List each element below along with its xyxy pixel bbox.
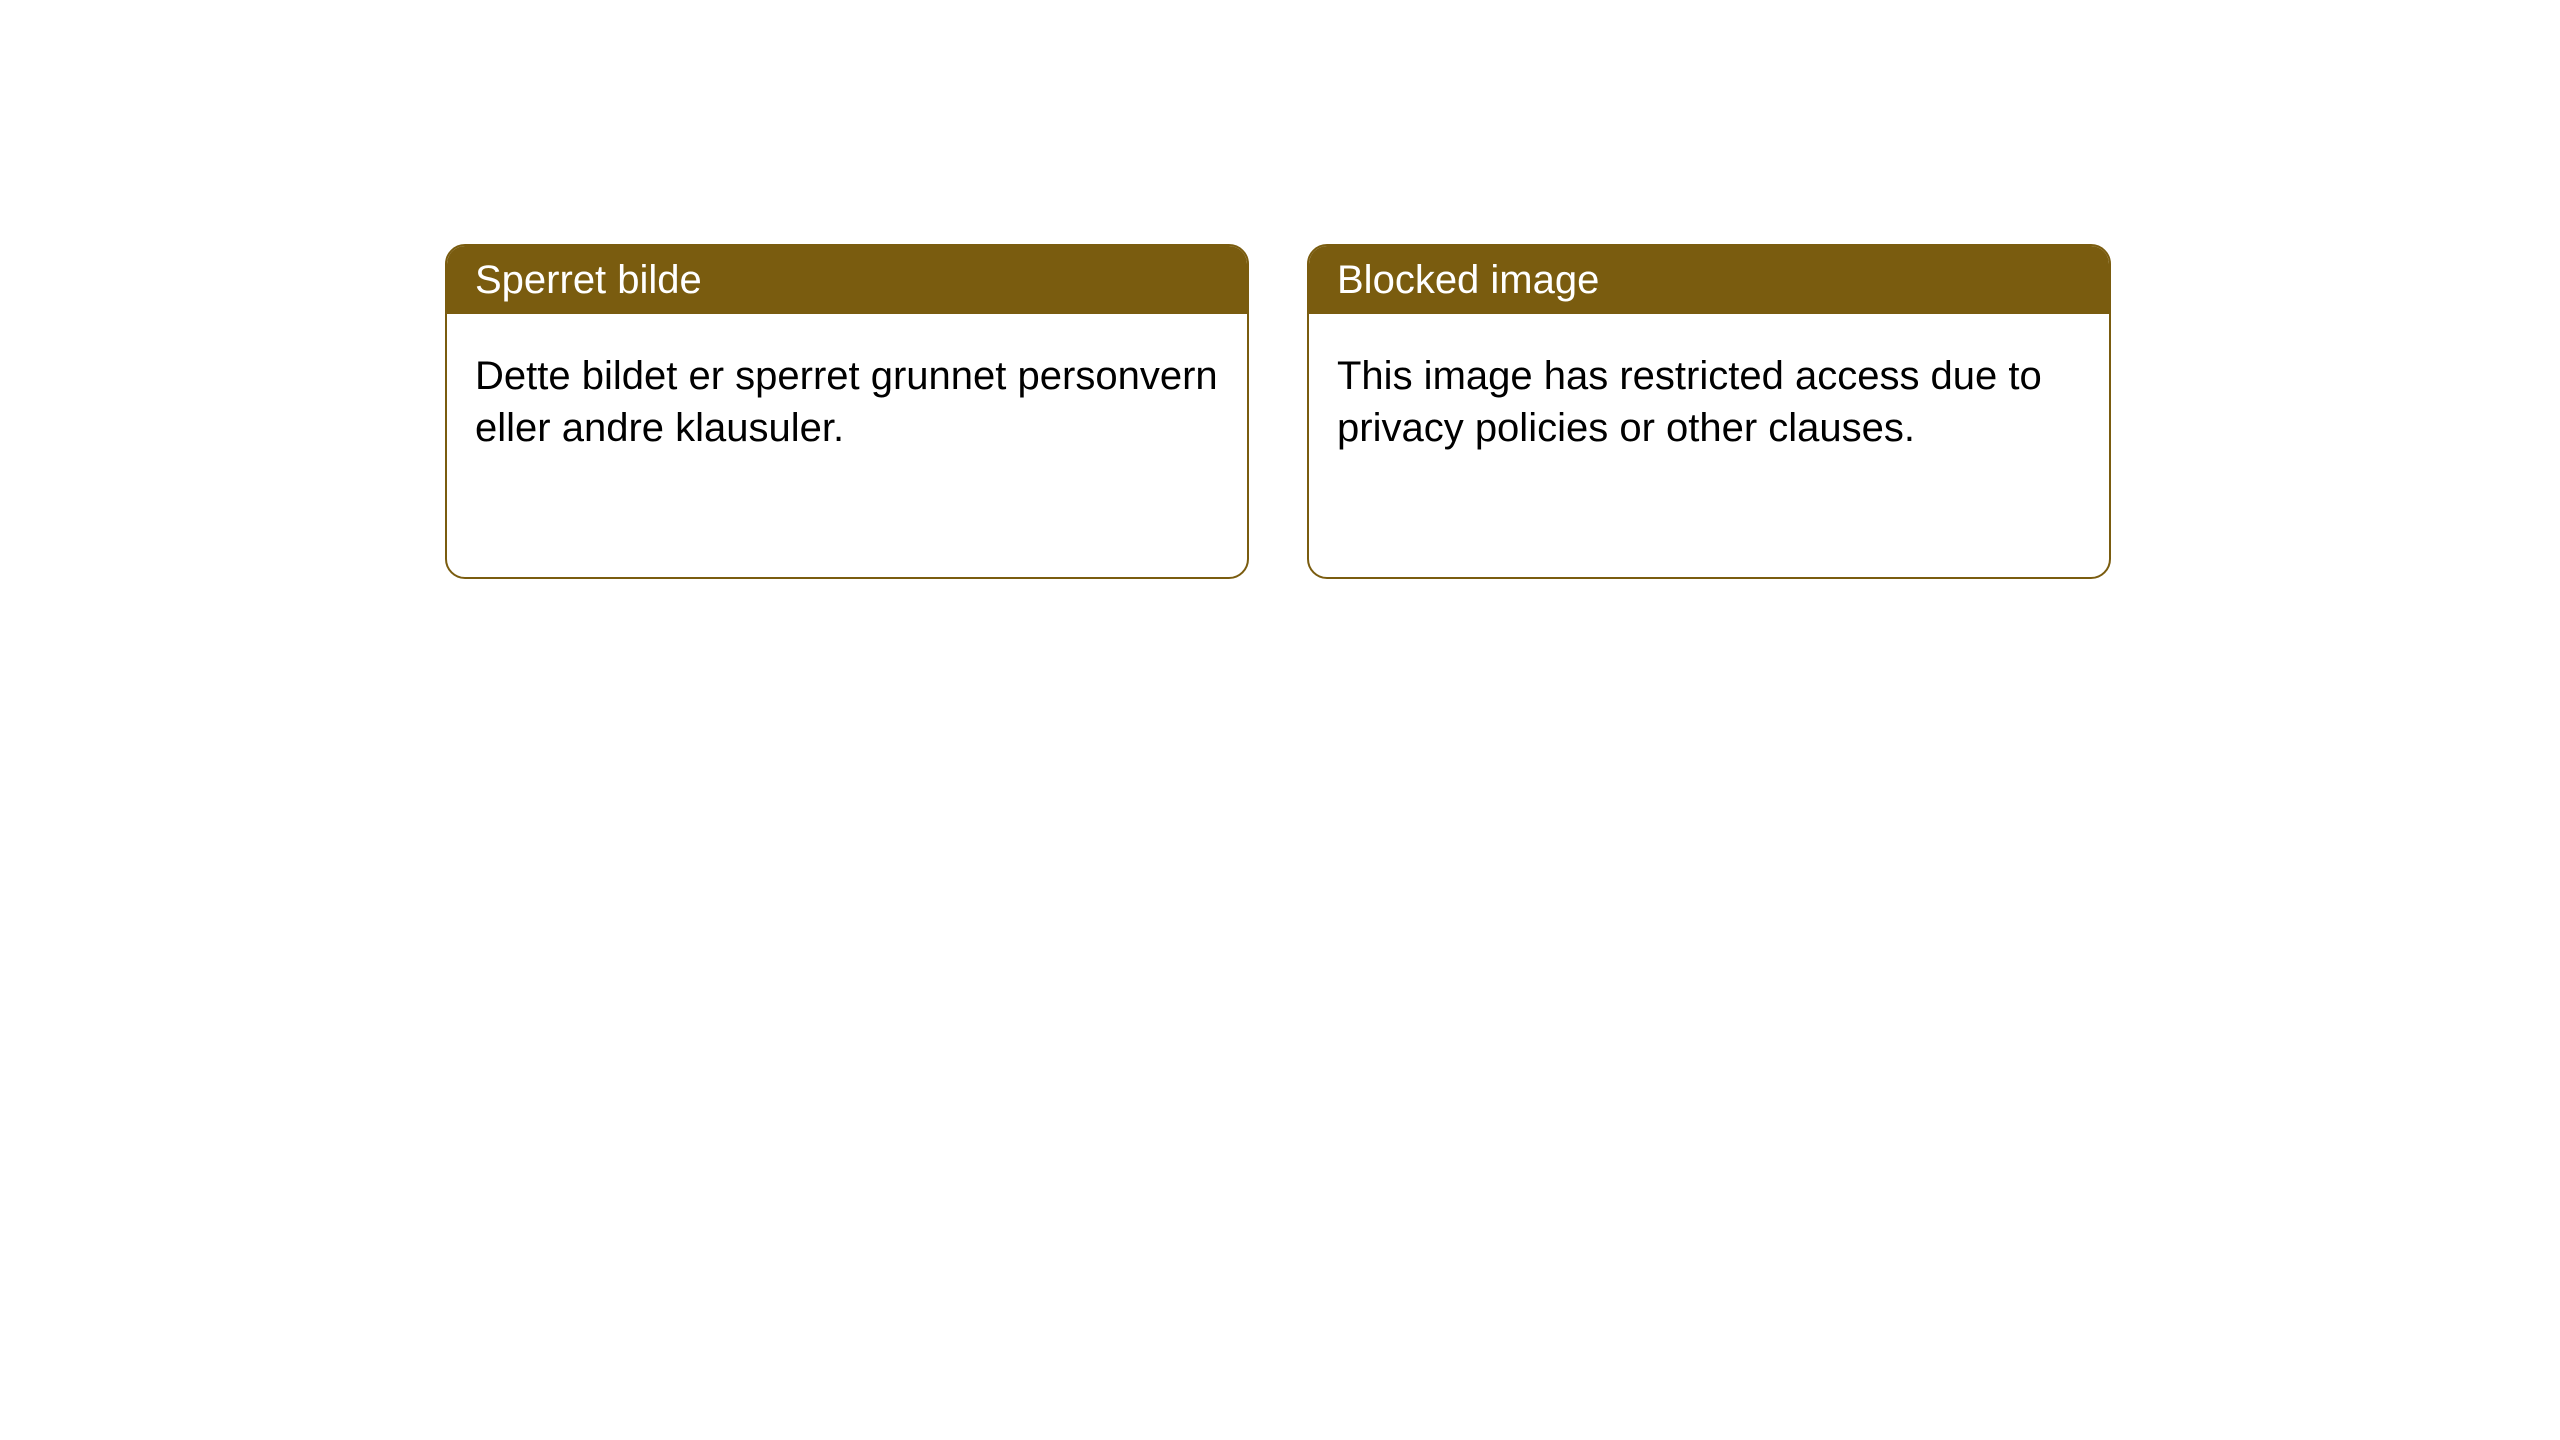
notices-container: Sperret bilde Dette bildet er sperret gr… [0, 0, 2560, 579]
notice-card-no: Sperret bilde Dette bildet er sperret gr… [445, 244, 1249, 579]
notice-title-no: Sperret bilde [447, 246, 1247, 314]
notice-message-no: Dette bildet er sperret grunnet personve… [447, 314, 1247, 490]
notice-card-en: Blocked image This image has restricted … [1307, 244, 2111, 579]
notice-title-en: Blocked image [1309, 246, 2109, 314]
notice-message-en: This image has restricted access due to … [1309, 314, 2109, 490]
